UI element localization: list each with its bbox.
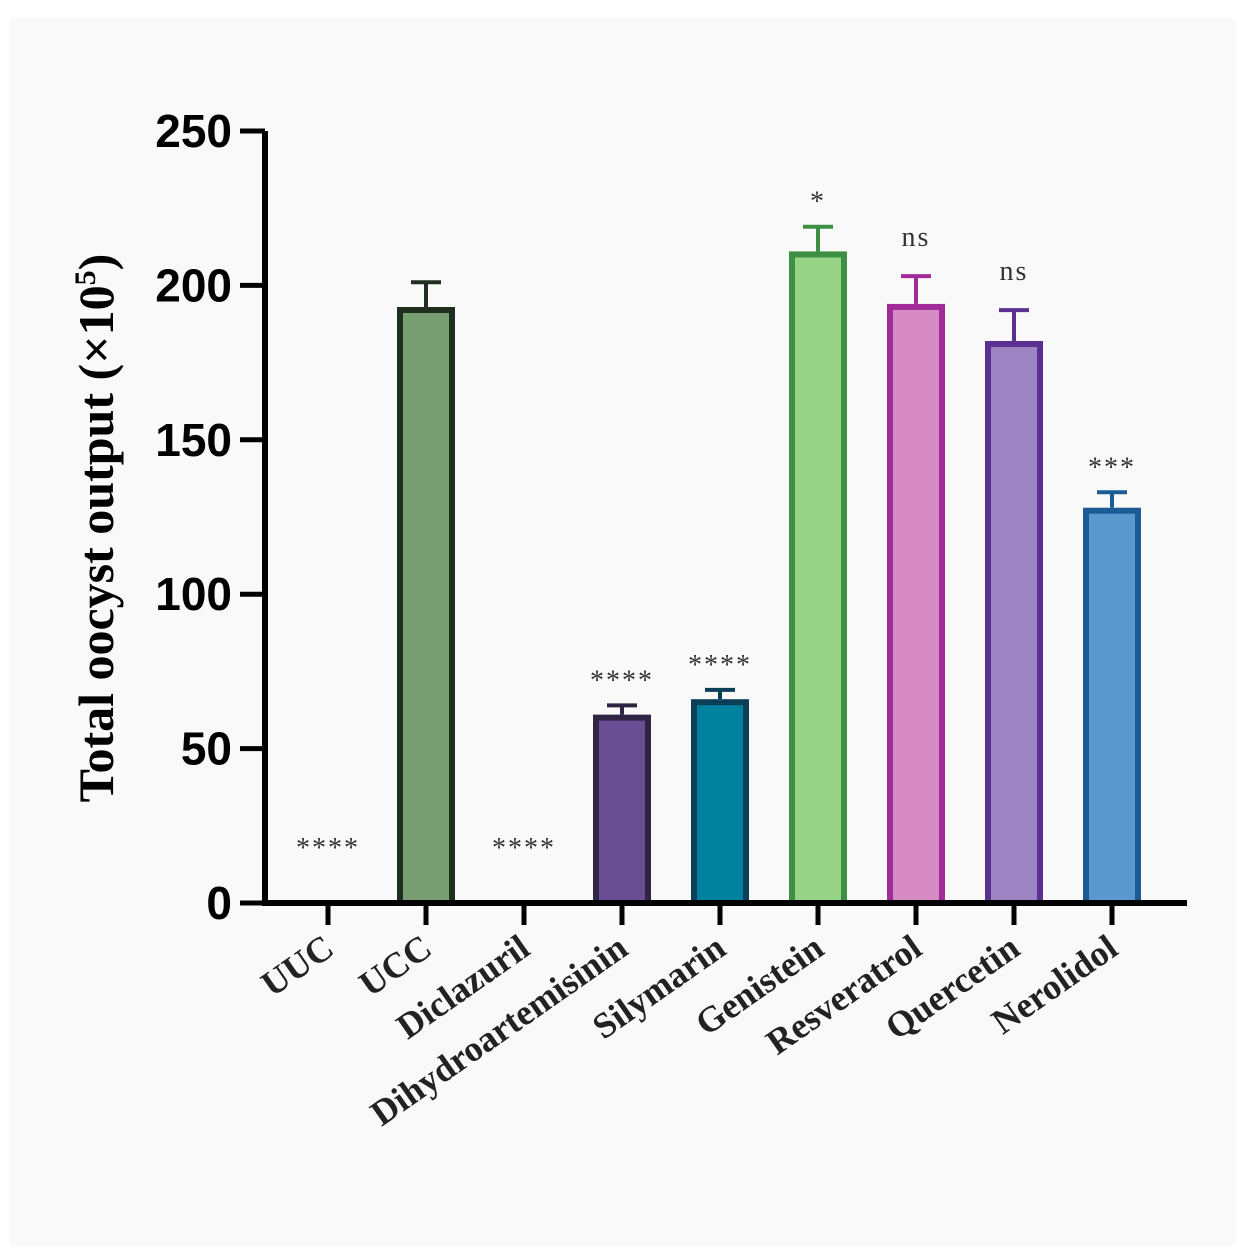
- bar-nerolidol: [1083, 507, 1141, 906]
- significance-genistein: *: [810, 187, 826, 218]
- significance-silymarin: ****: [688, 650, 752, 681]
- bar-quercetin: [985, 340, 1043, 906]
- y-tick-label: 250: [155, 105, 232, 157]
- bar-resveratrol: [887, 303, 945, 907]
- significance-uuc: ****: [296, 833, 360, 864]
- y-tick-label: 200: [155, 259, 232, 311]
- bar-ucc: [397, 307, 455, 906]
- y-axis-label-main: Total oocyst output (×10: [68, 285, 124, 802]
- y-axis-label: Total oocyst output (×105): [68, 254, 124, 803]
- y-axis-label-superscript: 5: [69, 270, 102, 285]
- bar-silymarin: [691, 699, 749, 907]
- y-tick-label: 50: [181, 723, 232, 775]
- significance-resveratrol: ns: [902, 222, 931, 253]
- x-tick-label-uuc: UUC: [254, 927, 341, 1005]
- chart-frame: **** **** **** **** * ns ns *** 0 50 100 150 200 250…: [10, 18, 1236, 1246]
- significance-diclazuril: ****: [492, 833, 556, 864]
- y-tick-label: 0: [206, 877, 232, 929]
- significance-nerolidol: ***: [1088, 452, 1136, 483]
- bar-dihydroartemisinin: [593, 714, 651, 907]
- bar-genistein: [789, 251, 847, 906]
- y-axis-label-close: ): [68, 254, 124, 271]
- y-tick-label: 150: [155, 414, 232, 466]
- significance-dihydroartemisinin: ****: [590, 665, 654, 696]
- significance-quercetin: ns: [1000, 256, 1029, 287]
- y-tick-label: 100: [155, 568, 232, 620]
